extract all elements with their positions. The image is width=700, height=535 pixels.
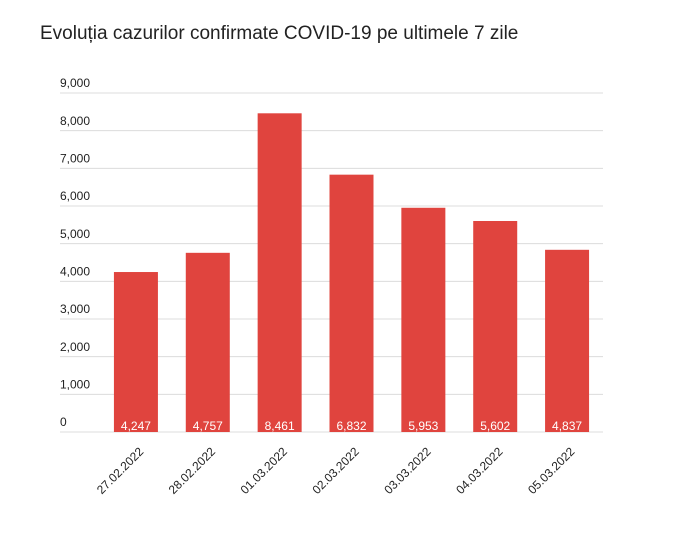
- y-tick-label: 8,000: [60, 114, 90, 128]
- value-label: 4,247: [121, 419, 151, 433]
- bar: [545, 249, 590, 432]
- y-tick-label: 9,000: [60, 76, 90, 90]
- x-tick-label: 04.03.2022: [453, 444, 506, 497]
- y-tick-label: 1,000: [60, 378, 90, 392]
- y-tick-label: 2,000: [60, 340, 90, 354]
- x-tick-label: 02.03.2022: [309, 444, 362, 497]
- x-tick-label: 01.03.2022: [238, 444, 291, 497]
- y-tick-label: 5,000: [60, 227, 90, 241]
- x-tick-label: 03.03.2022: [381, 444, 434, 497]
- x-tick-label: 28.02.2022: [166, 444, 219, 497]
- y-tick-label: 0: [60, 415, 67, 429]
- bar: [329, 174, 374, 433]
- y-tick-label: 7,000: [60, 152, 90, 166]
- bar: [185, 252, 230, 432]
- bar: [473, 220, 518, 432]
- value-label: 6,832: [336, 419, 366, 433]
- value-label: 8,461: [265, 419, 295, 433]
- y-tick-label: 6,000: [60, 189, 90, 203]
- value-label: 5,953: [408, 419, 438, 433]
- value-label: 5,602: [480, 419, 510, 433]
- y-tick-label: 4,000: [60, 265, 90, 279]
- bar: [113, 272, 158, 432]
- x-tick-label: 05.03.2022: [525, 444, 578, 497]
- chart-title: Evoluția cazurilor confirmate COVID-19 p…: [40, 23, 518, 44]
- value-label: 4,757: [193, 419, 223, 433]
- y-tick-label: 3,000: [60, 302, 90, 316]
- value-label: 4,837: [552, 419, 582, 433]
- bar: [401, 207, 446, 432]
- x-tick-label: 27.02.2022: [94, 444, 147, 497]
- bar: [257, 113, 302, 432]
